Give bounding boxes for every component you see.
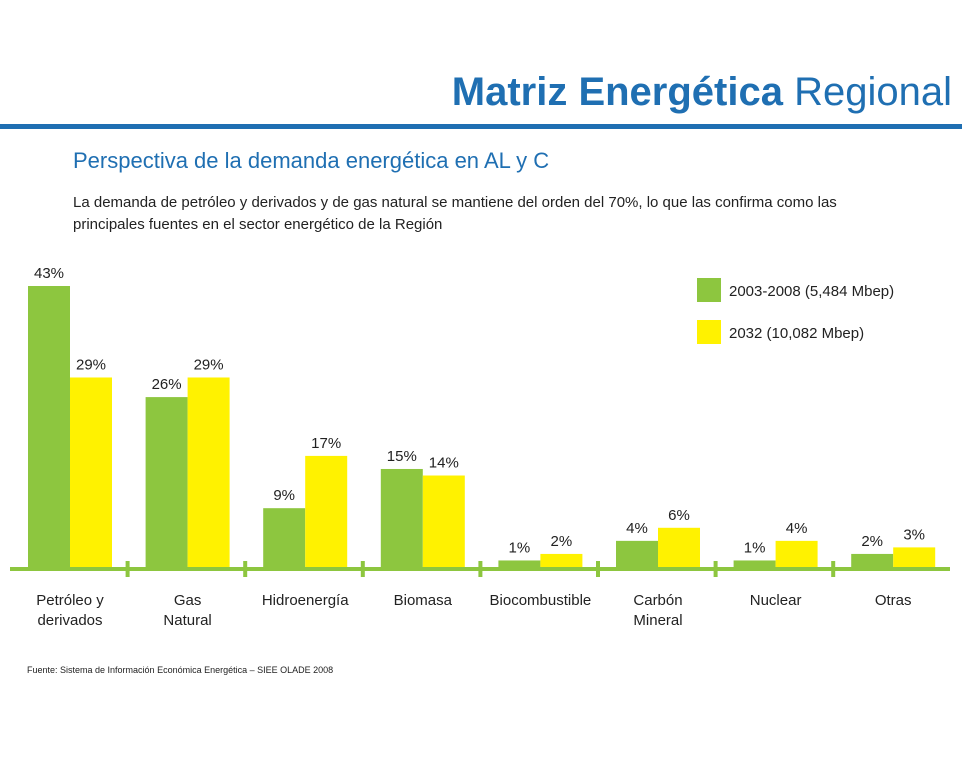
bar-value-label: 2% — [861, 533, 883, 550]
bar — [616, 540, 658, 567]
x-axis-tick — [596, 561, 600, 577]
bar — [70, 377, 112, 567]
bar — [851, 553, 894, 567]
bar-value-label: 1% — [744, 539, 766, 556]
category-label: Biocombustible — [490, 592, 592, 609]
bar-value-label: 29% — [76, 356, 106, 373]
x-axis-tick — [243, 561, 248, 577]
bar — [145, 397, 188, 567]
bar — [187, 377, 230, 567]
x-axis-tick — [125, 561, 130, 577]
page-title-light: Regional — [794, 70, 952, 114]
bar-value-label: 43% — [34, 265, 64, 282]
bar — [498, 560, 541, 567]
category-label: Carbón Mineral — [633, 592, 682, 629]
bar-value-label: 14% — [429, 455, 459, 472]
bar-value-label: 26% — [152, 376, 182, 393]
legend-label: 2003-2008 (5,484 Mbep) — [729, 283, 894, 300]
bar — [263, 508, 306, 567]
x-axis-tick — [478, 561, 483, 577]
category-label: Otras — [875, 592, 912, 609]
bar — [658, 527, 700, 567]
x-axis-tick — [360, 561, 365, 577]
bar-value-label: 2% — [551, 533, 573, 550]
category-label: Nuclear — [750, 592, 802, 609]
category-label: Gas Natural — [163, 592, 211, 629]
source-note: Fuente: Sistema de Información Económica… — [27, 665, 334, 675]
chart-description: La demanda de petróleo y derivados y de … — [73, 194, 837, 233]
bar-value-label: 1% — [509, 539, 531, 556]
category-label: Biomasa — [394, 592, 453, 609]
x-axis-tick — [713, 561, 718, 577]
bar — [893, 547, 936, 567]
chart-subtitle: Perspectiva de la demanda energética en … — [73, 148, 550, 173]
bar — [540, 553, 583, 567]
bar — [380, 468, 423, 567]
bar-value-label: 3% — [903, 526, 925, 543]
bar-value-label: 4% — [626, 520, 648, 537]
category-label: Petróleo y derivados — [36, 592, 104, 629]
x-axis-tick — [831, 561, 836, 577]
bar-value-label: 17% — [311, 435, 341, 452]
page-title: Matriz Energética Regional — [452, 70, 952, 115]
legend-swatch — [697, 320, 721, 344]
bar — [733, 560, 776, 567]
bar-value-label: 9% — [273, 487, 295, 504]
legend-swatch — [697, 278, 721, 302]
bar — [305, 455, 348, 567]
page-title-bold: Matriz Energética — [451, 70, 783, 114]
bar — [28, 286, 70, 567]
bar-value-label: 15% — [387, 448, 417, 465]
header-divider — [0, 124, 962, 129]
bar-chart: 43% 29% Petróleo y derivados 26% 29% Gas Natura… — [10, 265, 950, 629]
legend-label: 2032 (10,082 Mbep) — [729, 325, 864, 342]
bar — [775, 540, 818, 567]
category-label: Hidroenergía — [262, 592, 349, 609]
bar-value-label: 6% — [668, 507, 690, 524]
bar-value-label: 29% — [194, 356, 224, 373]
bar-value-label: 4% — [786, 520, 808, 537]
bar — [422, 475, 465, 567]
